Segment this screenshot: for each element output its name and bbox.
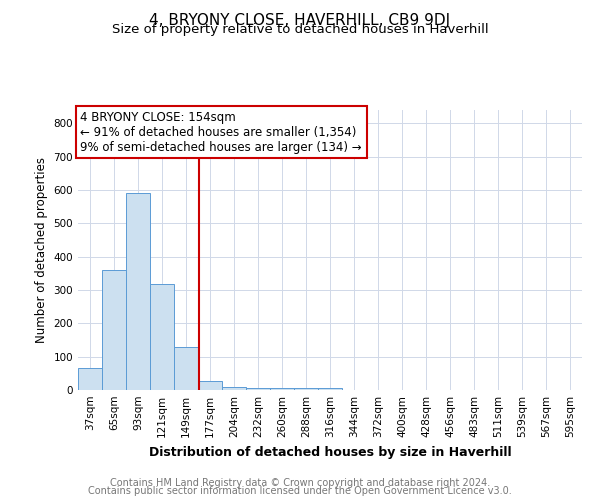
Bar bbox=[318, 388, 342, 390]
Bar bbox=[198, 380, 222, 390]
Bar bbox=[222, 386, 246, 390]
Text: 4 BRYONY CLOSE: 154sqm
← 91% of detached houses are smaller (1,354)
9% of semi-d: 4 BRYONY CLOSE: 154sqm ← 91% of detached… bbox=[80, 110, 362, 154]
Text: 4, BRYONY CLOSE, HAVERHILL, CB9 9DJ: 4, BRYONY CLOSE, HAVERHILL, CB9 9DJ bbox=[149, 12, 451, 28]
Bar bbox=[78, 368, 102, 390]
Bar bbox=[150, 284, 174, 390]
Bar bbox=[174, 346, 198, 390]
Bar bbox=[126, 194, 150, 390]
Bar bbox=[294, 388, 318, 390]
Text: Contains HM Land Registry data © Crown copyright and database right 2024.: Contains HM Land Registry data © Crown c… bbox=[110, 478, 490, 488]
Bar bbox=[270, 388, 294, 390]
Text: Contains public sector information licensed under the Open Government Licence v3: Contains public sector information licen… bbox=[88, 486, 512, 496]
Bar bbox=[102, 270, 126, 390]
Bar bbox=[246, 388, 270, 390]
Text: Distribution of detached houses by size in Haverhill: Distribution of detached houses by size … bbox=[149, 446, 511, 459]
Y-axis label: Number of detached properties: Number of detached properties bbox=[35, 157, 48, 343]
Text: Size of property relative to detached houses in Haverhill: Size of property relative to detached ho… bbox=[112, 24, 488, 36]
